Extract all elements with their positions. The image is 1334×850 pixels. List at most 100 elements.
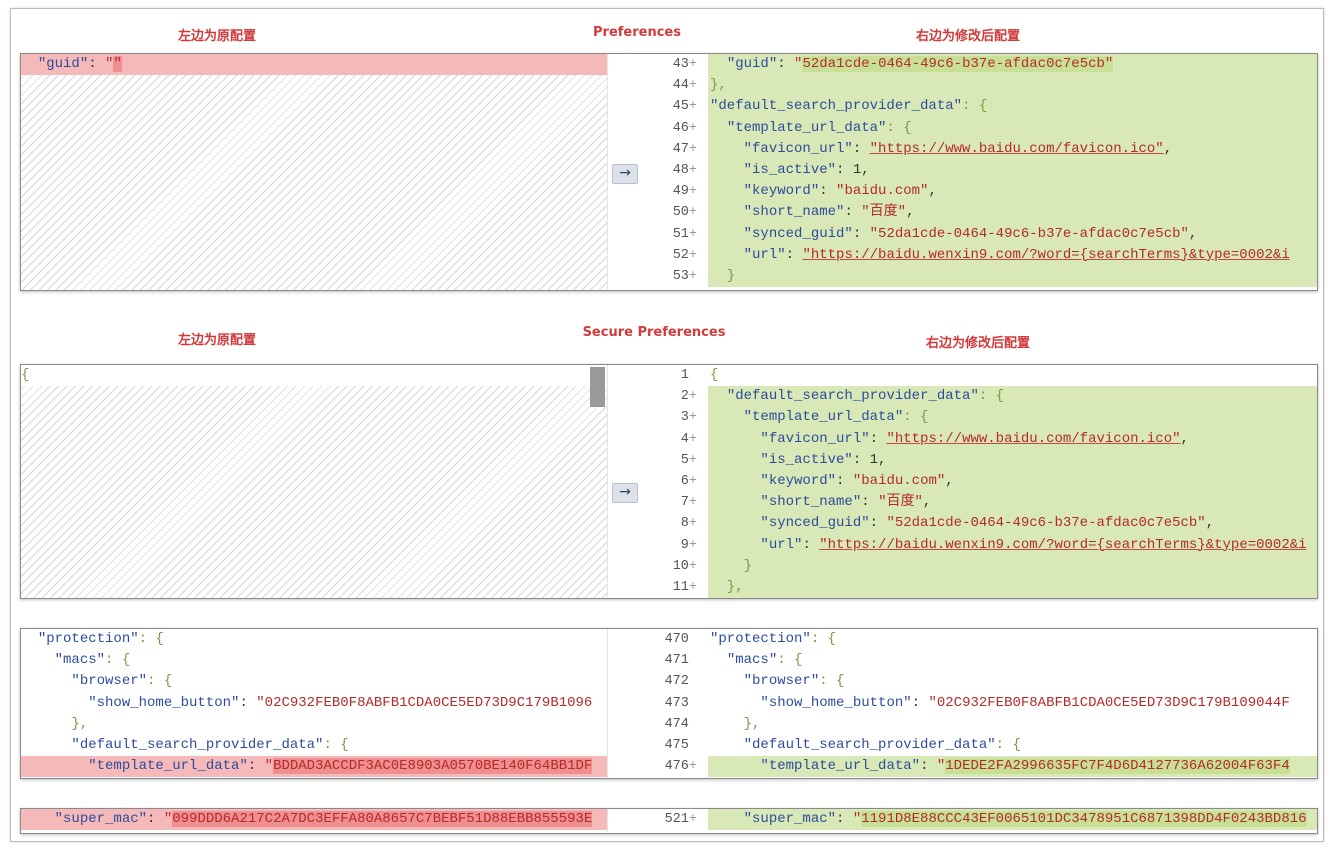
- json-punctuation: :: [777, 56, 795, 72]
- label-preferences: Preferences: [593, 25, 681, 40]
- json-key: "browser": [743, 673, 820, 690]
- added-marker: +: [688, 473, 697, 489]
- merge-arrow-button[interactable]: →: [612, 483, 638, 503]
- json-punctuation: },: [710, 578, 744, 595]
- json-punctuation: [21, 673, 71, 689]
- marker-space: [689, 696, 697, 711]
- json-punctuation: [21, 737, 71, 753]
- code-line: "template_url_data": "BDDAD3ACCDF3AC0E89…: [21, 756, 607, 778]
- json-value: "baidu.com": [852, 472, 946, 489]
- json-punctuation: ,: [1205, 515, 1215, 532]
- code-line: }: [708, 555, 1317, 577]
- line-number: 43+: [641, 54, 707, 75]
- line-number: 472: [641, 671, 707, 692]
- json-punctuation: {: [710, 367, 719, 383]
- code-line: {: [708, 365, 1317, 386]
- line-number-value: 48: [672, 162, 689, 178]
- line-number-value: 11: [672, 579, 689, 595]
- label-right-modified-2: 右边为修改后配置: [925, 336, 1031, 351]
- marker-space: [689, 674, 697, 689]
- added-marker: +: [688, 389, 697, 405]
- merge-arrow-button[interactable]: →: [612, 164, 638, 184]
- line-number-value: 50: [672, 205, 689, 221]
- added-marker: +: [688, 410, 697, 426]
- line-number: 476+: [641, 756, 707, 777]
- json-key: "synced_guid": [743, 225, 853, 242]
- json-punctuation: }: [710, 267, 736, 284]
- added-marker: +: [688, 759, 697, 775]
- line-number-value: 473: [664, 695, 689, 711]
- line-numbers: 521+: [641, 809, 707, 833]
- json-punctuation: [710, 452, 760, 468]
- json-key: "template_url_data": [743, 409, 904, 426]
- json-key: "super_mac": [743, 811, 837, 827]
- code-line: "default_search_provider_data": {: [708, 735, 1317, 756]
- line-number-value: 53: [672, 268, 689, 284]
- json-punctuation: [710, 183, 744, 199]
- json-punctuation: [710, 120, 727, 136]
- code-line: "synced_guid": "52da1cde-0464-49c6-b37e-…: [708, 223, 1317, 245]
- marker-space: [689, 738, 697, 753]
- line-number-value: 471: [664, 653, 689, 669]
- line-number: 473: [641, 693, 707, 714]
- quote-mark: ": [936, 758, 946, 775]
- line-number: 470: [641, 629, 707, 650]
- code-line: "super_mac": "099DDD6A217C2A7DC3EFFA80A8…: [21, 809, 607, 831]
- code-line: "template_url_data": {: [708, 407, 1317, 429]
- json-punctuation: ,: [1163, 140, 1173, 157]
- scrollbar-thumb[interactable]: [590, 367, 605, 407]
- line-number: 9+: [641, 535, 707, 556]
- line-number-value: 476: [664, 759, 689, 775]
- json-punctuation: : {: [962, 98, 988, 115]
- json-punctuation: ,: [928, 183, 937, 200]
- code-line: "default_search_provider_data": {: [21, 735, 607, 756]
- added-marker: +: [688, 247, 697, 263]
- screenshot-frame: [10, 8, 1324, 842]
- json-punctuation: [710, 409, 744, 425]
- diff-gutter: [607, 809, 643, 833]
- json-punctuation: [710, 515, 760, 531]
- json-punctuation: [21, 811, 55, 827]
- json-punctuation: :: [844, 204, 862, 221]
- json-punctuation: :: [911, 694, 929, 711]
- added-marker: +: [688, 120, 697, 136]
- code-line: "macs": {: [708, 650, 1317, 671]
- json-key: "default_search_provider_data": [71, 736, 324, 753]
- json-punctuation: [710, 388, 727, 404]
- code-line: "is_active": 1,: [708, 159, 1317, 182]
- code-line: "protection": {: [708, 629, 1317, 650]
- json-punctuation: : {: [138, 631, 164, 647]
- json-key: "url": [743, 246, 786, 263]
- json-key: "protection": [710, 631, 811, 647]
- code-line: "keyword": "baidu.com",: [708, 470, 1317, 493]
- json-punctuation: },: [710, 715, 761, 732]
- line-number: 52+: [641, 245, 707, 266]
- json-value: "https://baidu.wenxin9.com/?word={search…: [819, 536, 1307, 553]
- code-line: "protection": {: [21, 629, 607, 650]
- line-number-value: 52: [672, 247, 689, 263]
- modified-pane: { "default_search_provider_data": { "tem…: [708, 365, 1317, 598]
- json-punctuation: [710, 811, 744, 827]
- line-number-value: 472: [664, 674, 689, 690]
- json-punctuation: :: [802, 536, 820, 553]
- code-line: "short_name": "百度",: [708, 202, 1317, 224]
- quote-mark: ": [264, 758, 274, 775]
- json-key: "synced_guid": [760, 515, 870, 532]
- json-value: "百度": [878, 494, 923, 511]
- json-punctuation: :: [785, 246, 803, 263]
- line-number: 6+: [641, 471, 707, 492]
- line-number-value: 5: [680, 452, 689, 468]
- line-number-value: 1: [680, 368, 689, 383]
- code-line: "guid": "52da1cde-0464-49c6-b37e-afdac0c…: [708, 54, 1317, 76]
- json-punctuation: : {: [105, 652, 131, 669]
- json-key: "favicon_url": [743, 140, 853, 157]
- original-pane: "guid": "": [21, 54, 607, 290]
- json-punctuation: [21, 56, 38, 72]
- json-value: "52da1cde-0464-49c6-b37e-afdac0c7e5cb": [869, 225, 1189, 242]
- json-punctuation: [710, 56, 727, 72]
- diff-gutter: [607, 365, 643, 598]
- json-punctuation: [710, 494, 760, 510]
- modified-pane: "protection": { "macs": { "browser": { "…: [708, 629, 1317, 778]
- code-line: },: [708, 576, 1317, 598]
- json-key: "short_name": [743, 204, 845, 221]
